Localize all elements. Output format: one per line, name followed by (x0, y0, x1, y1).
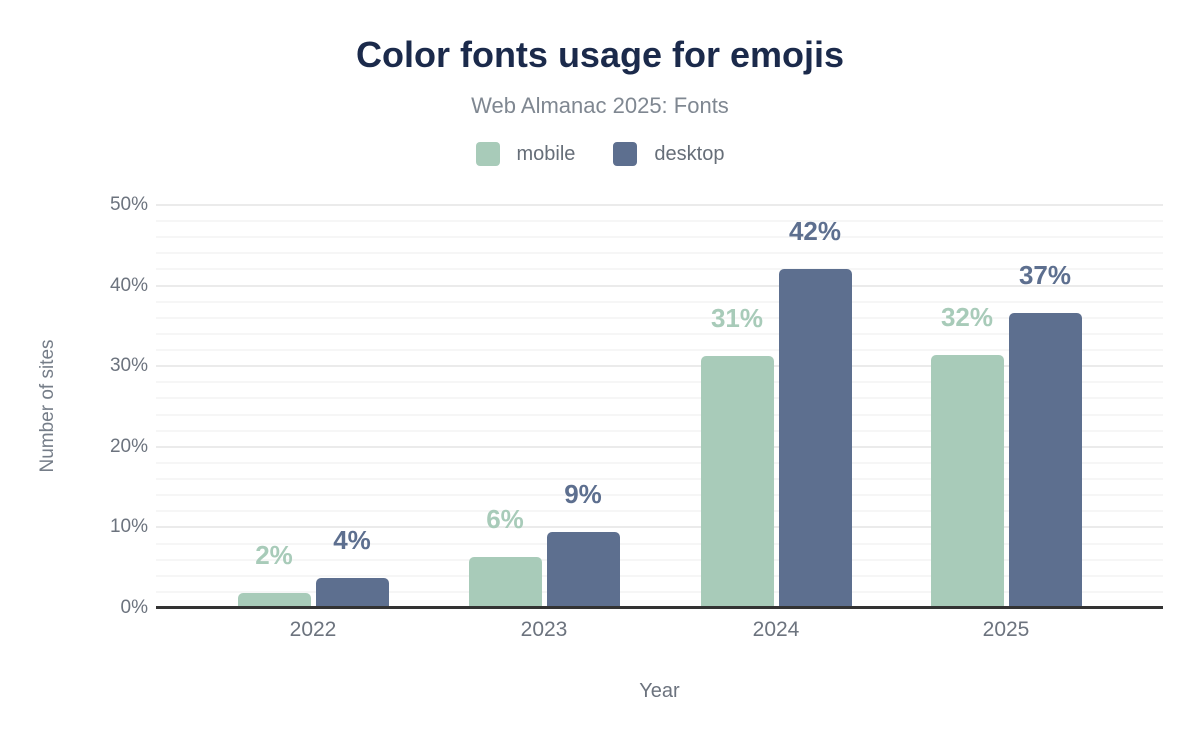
legend-item-desktop: desktop (613, 142, 724, 166)
gridline-minor (156, 510, 1163, 513)
gridline-minor (156, 236, 1163, 239)
bar-desktop-2024 (778, 268, 852, 608)
bar-desktop-2023 (546, 532, 620, 608)
gridline-minor (156, 349, 1163, 352)
gridline-minor (156, 381, 1163, 384)
bar-mobile-2022 (237, 592, 311, 608)
gridline-major (156, 526, 1163, 529)
gridline-major (156, 445, 1163, 448)
legend-item-mobile: mobile (475, 142, 576, 166)
gridline-minor (156, 478, 1163, 481)
gridline-minor (156, 461, 1163, 464)
bar-mobile-2025 (930, 354, 1004, 608)
bar-value-label-mobile-2023: 6% (486, 504, 524, 535)
gridline-minor (156, 590, 1163, 593)
bar-value-label-desktop-2023: 9% (564, 479, 602, 510)
gridline-major (156, 204, 1163, 206)
gridline-minor (156, 397, 1163, 400)
bar-value-label-mobile-2025: 32% (940, 301, 994, 332)
chart-subtitle: Web Almanac 2025: Fonts (471, 93, 729, 118)
gridline-minor (156, 332, 1163, 335)
bar-value-label-desktop-2024: 42% (788, 215, 842, 246)
plot-area: 2% 4% 6% 9% 31% 42% 32% 37% (156, 204, 1163, 609)
x-tick-label-2024: 2024 (752, 618, 800, 641)
y-tick-label: 10% (109, 516, 148, 538)
x-tick-label-2022: 2022 (289, 618, 337, 641)
gridline-minor (156, 252, 1163, 255)
gridline-minor (156, 494, 1163, 497)
x-tick-label-2023: 2023 (520, 618, 568, 641)
gridline-minor (156, 429, 1163, 432)
legend: mobile desktop (0, 142, 1200, 166)
legend-label-mobile: mobile (516, 142, 576, 165)
gridline-major (156, 284, 1163, 287)
gridline-minor (156, 300, 1163, 303)
x-axis-ticks: 2022 2023 2024 2025 (156, 618, 1163, 644)
bar-mobile-2024 (700, 355, 774, 608)
gridline-minor (156, 574, 1163, 577)
gridline-minor (156, 268, 1163, 271)
legend-swatch-mobile-icon (475, 142, 500, 166)
bar-value-label-desktop-2022: 4% (333, 525, 371, 556)
y-tick-label: 30% (109, 355, 148, 377)
bar-desktop-2022 (315, 578, 389, 608)
y-tick-label: 0% (120, 597, 148, 618)
x-axis-title: Year (639, 680, 680, 702)
gridline-minor (156, 558, 1163, 561)
gridline-minor (156, 413, 1163, 416)
bar-mobile-2023 (468, 557, 542, 608)
chart-title: Color fonts usage for emojis (355, 34, 845, 75)
bar-value-label-mobile-2024: 31% (710, 302, 764, 333)
x-tick-label-2025: 2025 (982, 618, 1030, 641)
x-axis-line (156, 606, 1163, 609)
y-axis-ticks: 0% 10% 20% 30% 40% 50% (0, 194, 148, 618)
gridline-major (156, 365, 1163, 368)
bar-value-label-desktop-2025: 37% (1018, 260, 1072, 291)
bar-desktop-2025 (1008, 313, 1082, 608)
y-tick-label: 20% (109, 435, 148, 457)
gridline-minor (156, 316, 1163, 319)
bar-value-label-mobile-2022: 2% (255, 539, 293, 570)
gridline-minor (156, 220, 1163, 223)
legend-label-desktop: desktop (654, 142, 725, 165)
legend-swatch-desktop-icon (613, 142, 638, 166)
gridline-minor (156, 542, 1163, 545)
y-tick-label: 40% (109, 274, 148, 296)
y-tick-label: 50% (109, 194, 148, 215)
